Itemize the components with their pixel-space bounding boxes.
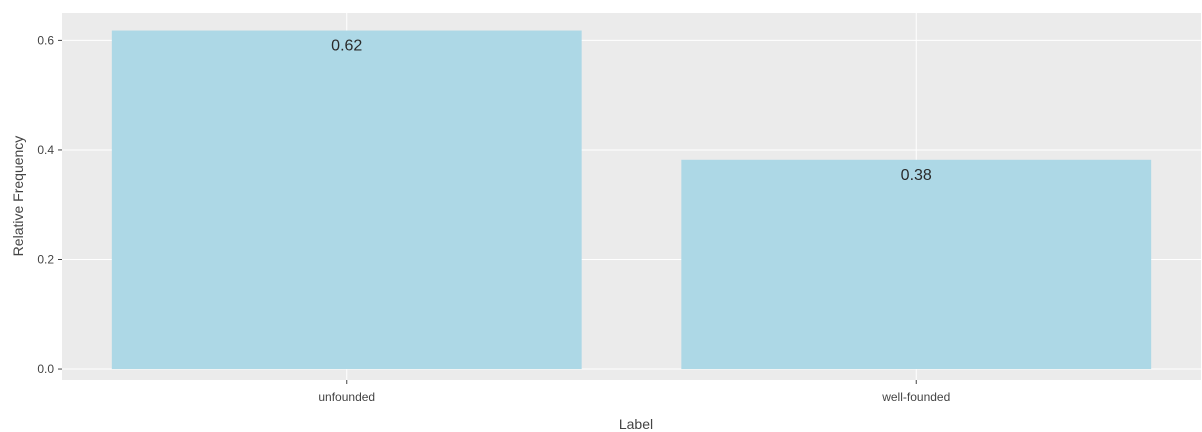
y-axis-title: Relative Frequency [10, 136, 26, 257]
y-tick-label: 0.6 [37, 33, 54, 47]
y-axis-ticks: 0.0 0.2 0.4 0.6 [37, 33, 62, 376]
data-label-unfounded: 0.62 [331, 38, 362, 55]
y-tick-label: 0.4 [37, 143, 54, 157]
y-tick-label: 0.0 [37, 362, 54, 376]
bars [111, 30, 1152, 370]
data-labels: 0.62 0.38 [331, 38, 932, 184]
x-tick-label: well-founded [881, 390, 950, 404]
y-tick-label: 0.2 [37, 252, 54, 266]
data-label-well-founded: 0.38 [901, 167, 932, 184]
x-tick-label: unfounded [318, 390, 375, 404]
bar-well-founded [681, 159, 1152, 370]
bar-unfounded [111, 30, 582, 370]
x-axis-ticks: unfounded well-founded [318, 380, 950, 404]
x-axis-title: Label [619, 416, 653, 432]
